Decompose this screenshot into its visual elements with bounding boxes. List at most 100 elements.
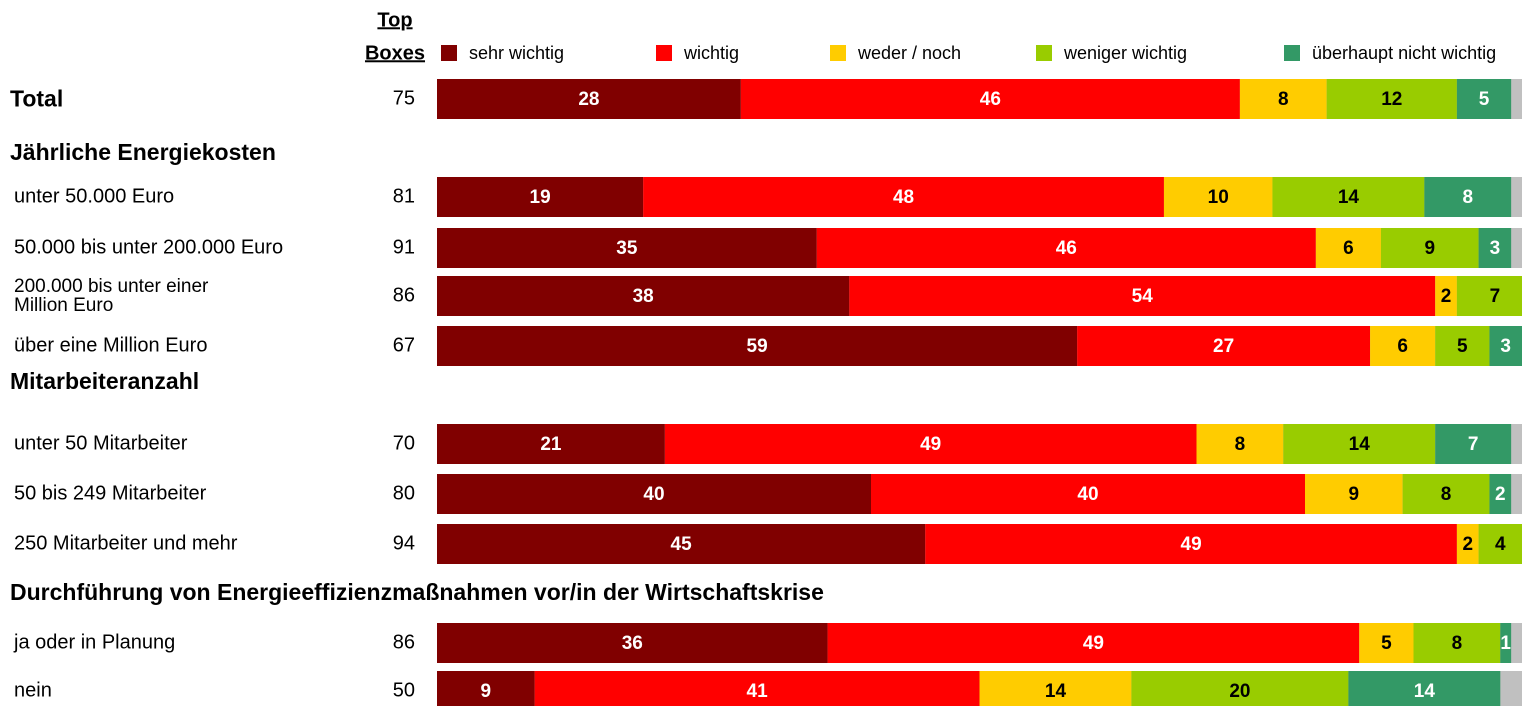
group-title: Durchführung von Energieeffizienzmaßnahm… [10,579,824,605]
data-label: 12 [1381,89,1402,110]
bar-segment [1326,79,1457,119]
top-box-value: 70 [393,432,415,454]
bar-segment [1305,474,1403,514]
bar-segment [1272,177,1425,217]
bar-segment [871,474,1305,514]
legend-label: sehr wichtig [469,43,564,63]
category-label: nein [14,679,52,702]
bar-segment [1489,474,1512,514]
data-label: 41 [747,681,769,702]
data-label: 14 [1338,187,1360,208]
data-label: 20 [1229,681,1250,702]
data-label: 8 [1452,633,1463,654]
bar-segment [437,79,741,119]
top-box-value: 50 [393,679,415,701]
data-label: 5 [1479,89,1490,110]
bar-segment [437,524,926,564]
bar-segment [1283,424,1436,464]
category-label: ja oder in Planung [14,631,176,654]
data-label: 46 [980,89,1001,110]
bar-segment [1478,228,1512,268]
bar-segment [740,79,1240,119]
bar-segment [437,671,535,706]
data-label: 3 [1500,336,1511,357]
bar-segment [1424,177,1512,217]
category-label: 50 bis 249 Mitarbeiter [14,482,207,505]
data-label: 10 [1208,187,1229,208]
bar-segment [1456,276,1522,316]
category-label: unter 50 Mitarbeiter [14,432,188,455]
data-label: 8 [1278,89,1289,110]
bar-segment [437,424,665,464]
top-box-value: 86 [393,284,415,306]
data-label: 14 [1414,681,1436,702]
top-box-value: 91 [393,236,415,258]
bar-segment [1435,326,1490,366]
data-label: 1 [1500,633,1511,654]
group-title: Jährliche Energiekosten [10,139,276,165]
data-label: 49 [1083,633,1104,654]
data-label: 59 [747,336,768,357]
category-label: 250 Mitarbeiter und mehr [14,532,238,555]
legend-swatch [1284,45,1300,61]
bar-segment [1380,228,1479,268]
top-box-value: 81 [393,185,415,207]
bar-segment [437,474,871,514]
data-label: 49 [1181,534,1202,555]
data-label: 40 [643,484,664,505]
bar-segment [534,671,980,706]
bar-segment [1435,276,1457,316]
data-label: 2 [1441,286,1452,307]
bar-segment [816,228,1316,268]
data-label: 5 [1457,336,1468,357]
top-boxes-header: Top [377,9,412,31]
group-title: Mitarbeiteranzahl [10,368,199,394]
data-label: 21 [540,434,562,455]
data-label: 6 [1397,336,1408,357]
data-label: 7 [1490,286,1501,307]
data-label: 9 [1424,238,1435,259]
bar-segment [1196,424,1284,464]
bar-segment [437,177,644,217]
data-label: 48 [893,187,914,208]
data-label: 49 [920,434,941,455]
data-label: 5 [1381,633,1392,654]
legend-label: überhaupt nicht wichtig [1312,43,1496,63]
legend-swatch [441,45,457,61]
category-label: über eine Million Euro [14,334,208,357]
data-label: 35 [616,238,638,259]
bar-segment [1348,671,1501,706]
bar-segment [1435,424,1512,464]
legend-label: weniger wichtig [1063,43,1187,63]
legend-swatch [830,45,846,61]
top-box-value: 94 [393,532,415,554]
data-label: 6 [1343,238,1354,259]
category-label: Total [10,85,64,112]
bar-segment [1456,79,1512,119]
data-label: 14 [1349,434,1371,455]
data-label: 9 [481,681,492,702]
bar-segment [827,623,1360,663]
bar-segment [1402,474,1490,514]
legend-label: wichtig [683,43,739,63]
bar-segment [1131,671,1349,706]
data-label: 8 [1235,434,1246,455]
data-label: 8 [1462,187,1473,208]
category-label: 200.000 bis unter einer Million Euro [14,276,209,316]
data-label: 9 [1349,484,1360,505]
bar-segment [1370,326,1436,366]
bar-segment [1315,228,1381,268]
bar-segment [437,326,1078,366]
bar-segment [1077,326,1371,366]
bar-segment [437,623,828,663]
data-label: 36 [622,633,643,654]
category-label: unter 50.000 Euro [14,185,175,208]
bar-segment [1163,177,1273,217]
data-label: 3 [1490,238,1501,259]
data-label: 14 [1045,681,1067,702]
data-label: 27 [1213,336,1234,357]
data-label: 46 [1056,238,1077,259]
plot-area: 28 46 8 12 519 48 10 14 835 46 6 9 338 54 2 759 27 6 5 321 4… [437,79,1522,706]
